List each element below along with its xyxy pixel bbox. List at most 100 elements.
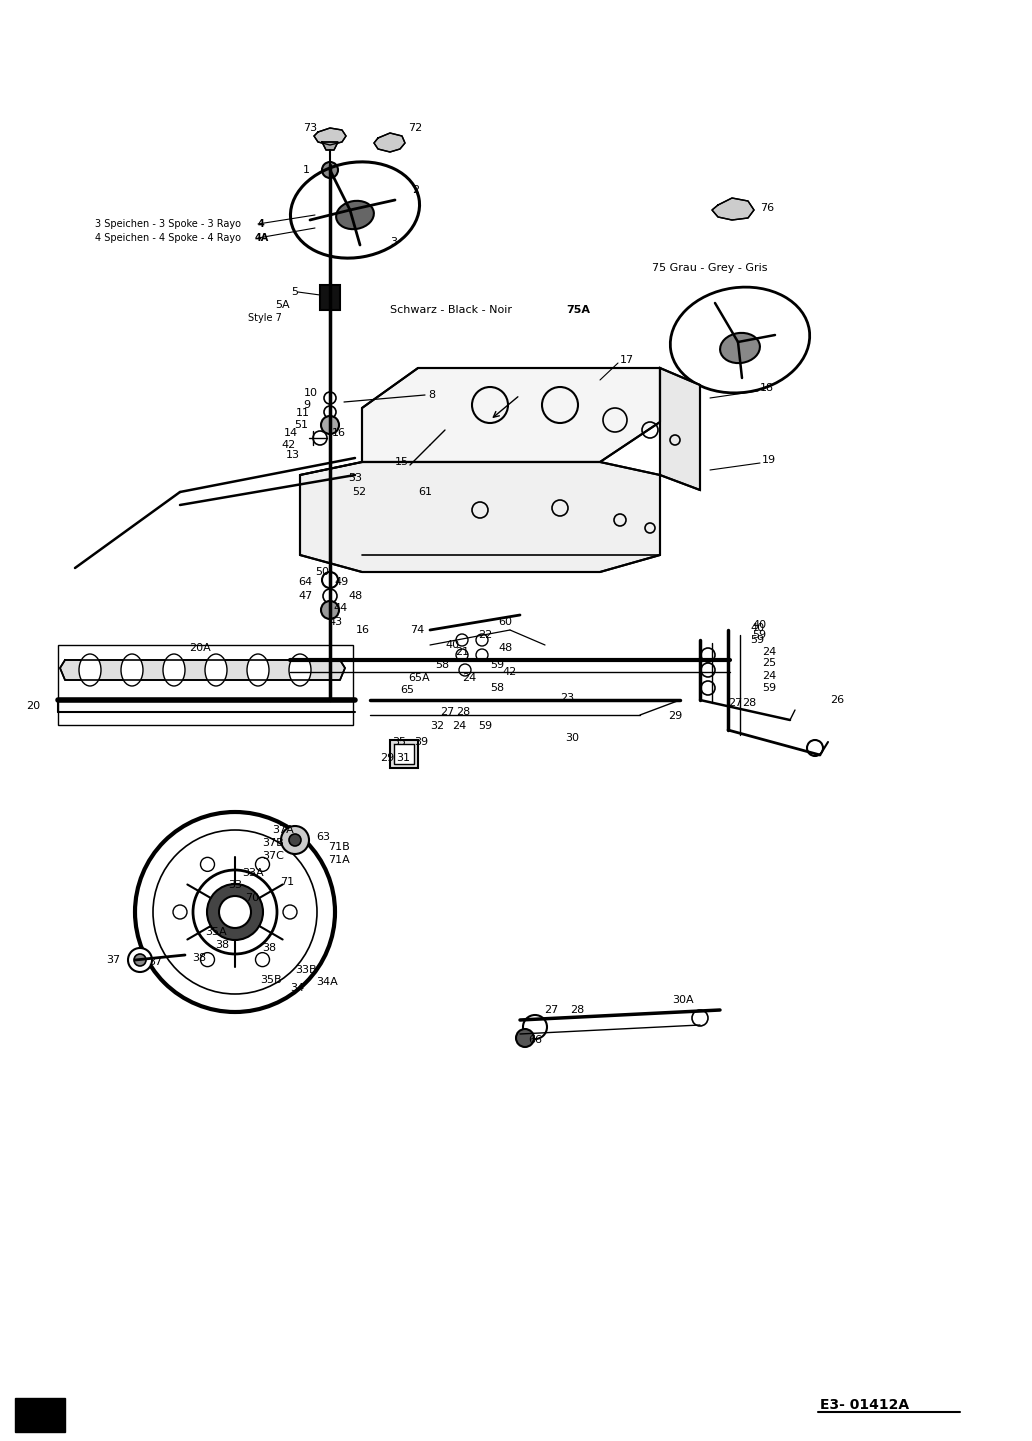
Text: 26: 26 (830, 695, 844, 705)
Text: 27: 27 (440, 708, 454, 718)
Circle shape (523, 1014, 547, 1039)
Circle shape (200, 953, 215, 967)
Text: 10: 10 (304, 388, 318, 398)
Bar (15, 1398, 65, 1432)
Text: 16: 16 (356, 625, 370, 635)
Text: 4A: 4A (255, 233, 269, 244)
Text: 37: 37 (106, 955, 120, 965)
Text: 33: 33 (228, 880, 241, 891)
Text: 31: 31 (396, 754, 410, 762)
Ellipse shape (247, 654, 269, 686)
Text: 43: 43 (328, 617, 343, 627)
Text: 71A: 71A (328, 855, 350, 865)
Ellipse shape (79, 654, 101, 686)
Text: 65A: 65A (408, 673, 429, 683)
Circle shape (701, 648, 715, 661)
Text: 35B: 35B (260, 976, 282, 986)
Text: 40: 40 (445, 640, 459, 650)
Circle shape (321, 601, 338, 620)
Text: 44: 44 (333, 602, 347, 612)
Text: 5A: 5A (276, 300, 290, 310)
Circle shape (459, 664, 471, 676)
Bar (58, 646, 353, 725)
Text: 70: 70 (245, 893, 259, 904)
Text: Schwarz - Black - Noir: Schwarz - Black - Noir (390, 305, 512, 316)
Text: 1: 1 (303, 166, 310, 174)
Text: 48: 48 (348, 591, 362, 601)
Text: 21: 21 (455, 647, 470, 657)
Circle shape (701, 663, 715, 677)
Bar (320, 285, 340, 310)
Text: 42: 42 (502, 667, 516, 677)
Circle shape (128, 948, 152, 973)
Circle shape (692, 1010, 708, 1026)
Circle shape (289, 834, 301, 846)
Text: 20A: 20A (189, 643, 211, 653)
Polygon shape (362, 367, 660, 463)
Circle shape (207, 883, 263, 940)
Text: 29: 29 (380, 754, 394, 762)
Circle shape (476, 634, 488, 646)
Text: 59: 59 (750, 635, 764, 646)
Text: 49: 49 (334, 576, 348, 586)
Text: 24: 24 (762, 672, 776, 682)
Text: 2: 2 (412, 184, 419, 195)
Circle shape (135, 811, 335, 1012)
Text: 27: 27 (728, 697, 742, 708)
Text: 5: 5 (291, 287, 298, 297)
Text: 75A: 75A (566, 305, 590, 316)
Text: 64: 64 (298, 576, 312, 586)
Ellipse shape (720, 333, 760, 363)
Text: 24: 24 (452, 720, 466, 731)
Circle shape (476, 648, 488, 661)
Ellipse shape (336, 200, 374, 229)
Text: 9: 9 (302, 401, 310, 411)
Text: 28: 28 (742, 697, 756, 708)
Text: 35A: 35A (205, 927, 227, 937)
Text: 59: 59 (752, 630, 766, 640)
Polygon shape (322, 143, 338, 150)
Text: 15: 15 (395, 457, 409, 467)
Text: 66: 66 (528, 1035, 542, 1045)
Text: 58: 58 (490, 683, 504, 693)
Polygon shape (712, 197, 754, 220)
Circle shape (256, 857, 269, 872)
Polygon shape (314, 128, 346, 146)
Polygon shape (300, 463, 660, 572)
Circle shape (516, 1029, 534, 1048)
Circle shape (281, 826, 309, 855)
Text: 27: 27 (544, 1004, 558, 1014)
Text: 35: 35 (392, 736, 406, 746)
Text: 13: 13 (286, 450, 300, 460)
Circle shape (321, 416, 338, 434)
Circle shape (323, 589, 337, 602)
Text: 22: 22 (478, 630, 492, 640)
Circle shape (219, 896, 251, 928)
Text: 38: 38 (215, 940, 229, 950)
Circle shape (283, 905, 297, 919)
Text: Style 7: Style 7 (248, 313, 282, 323)
Text: 3: 3 (390, 236, 397, 246)
Ellipse shape (205, 654, 227, 686)
Polygon shape (374, 133, 405, 151)
Text: 59: 59 (762, 683, 776, 693)
Text: 3 Speichen - 3 Spoke - 3 Rayo: 3 Speichen - 3 Spoke - 3 Rayo (95, 219, 241, 229)
Text: 30: 30 (565, 733, 579, 744)
Bar (390, 741, 418, 768)
Text: E3- 01412A: E3- 01412A (820, 1398, 909, 1412)
Text: 52: 52 (352, 487, 366, 497)
Text: 50: 50 (315, 566, 329, 576)
Ellipse shape (121, 654, 143, 686)
Text: 61: 61 (418, 487, 432, 497)
Text: 58: 58 (436, 660, 449, 670)
Text: 71: 71 (280, 878, 294, 888)
Text: 4 Speichen - 4 Spoke - 4 Rayo: 4 Speichen - 4 Spoke - 4 Rayo (95, 233, 241, 244)
Circle shape (256, 953, 269, 967)
Text: 11: 11 (296, 408, 310, 418)
Text: 24: 24 (462, 673, 476, 683)
Text: 73: 73 (303, 122, 317, 133)
Text: 24: 24 (762, 647, 776, 657)
Text: 20: 20 (26, 700, 40, 710)
Circle shape (322, 572, 338, 588)
Circle shape (200, 857, 215, 872)
